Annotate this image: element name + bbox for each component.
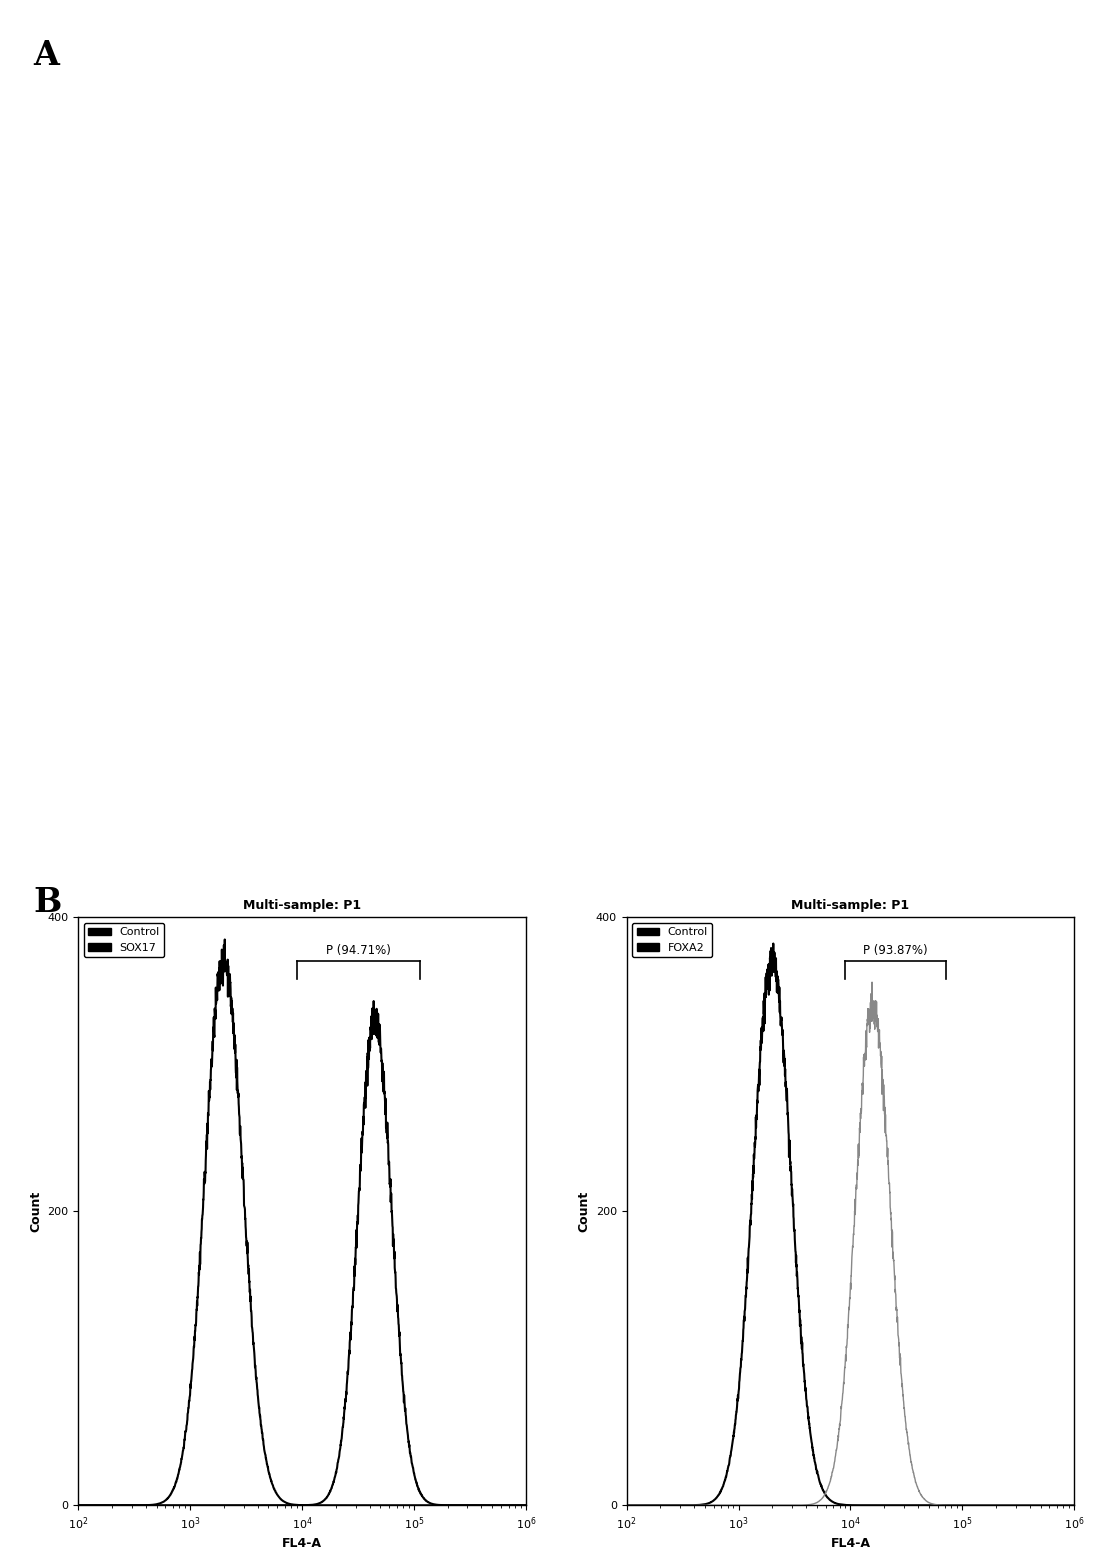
Text: Hoechst: Hoechst: [76, 127, 159, 144]
Y-axis label: Count: Count: [29, 1190, 41, 1232]
Legend: Control, SOX17: Control, SOX17: [84, 924, 164, 958]
Text: A: A: [34, 39, 59, 72]
Text: B: B: [34, 886, 62, 919]
Text: 200um: 200um: [995, 676, 1022, 685]
Text: SOX17: SOX17: [426, 127, 493, 144]
X-axis label: FL4-A: FL4-A: [830, 1537, 871, 1551]
Title: Multi-sample: P1: Multi-sample: P1: [243, 898, 361, 913]
X-axis label: FL4-A: FL4-A: [282, 1537, 322, 1551]
Text: Merge: Merge: [777, 833, 840, 850]
Text: Merge: Merge: [777, 127, 840, 144]
Legend: Control, FOXA2: Control, FOXA2: [632, 924, 713, 958]
Text: Hoechst: Hoechst: [76, 833, 159, 850]
Title: Multi-sample: P1: Multi-sample: P1: [791, 898, 910, 913]
Text: P (94.71%): P (94.71%): [326, 944, 391, 956]
Text: 200um: 200um: [995, 1381, 1022, 1389]
Text: P (93.87%): P (93.87%): [863, 944, 928, 956]
Y-axis label: Count: Count: [577, 1190, 590, 1232]
Text: FOXA2: FOXA2: [426, 833, 493, 850]
